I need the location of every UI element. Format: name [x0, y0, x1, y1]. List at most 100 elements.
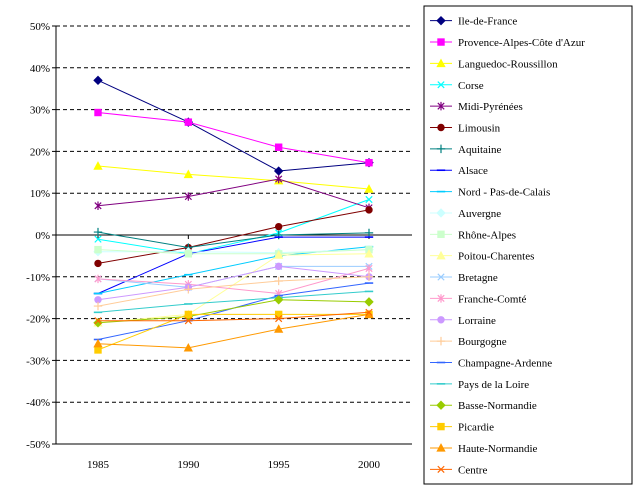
legend-entry: Rhône-Alpes	[430, 229, 516, 241]
series-group	[93, 272, 374, 311]
series-group	[93, 161, 374, 193]
data-point	[275, 314, 283, 323]
series-line	[97, 231, 370, 249]
legend-label: Pays de la Loire	[458, 379, 529, 391]
legend-entry: Languedoc-Roussillon	[430, 58, 558, 70]
data-point	[94, 346, 102, 354]
y-tick-label: -10%	[26, 272, 50, 284]
data-point	[184, 192, 192, 201]
data-point	[184, 118, 193, 126]
data-point	[273, 295, 284, 305]
data-point	[364, 297, 374, 307]
legend-label: Franche-Comté	[458, 293, 527, 305]
legend-entry: Franche-Comté	[430, 293, 527, 305]
legend-entry: Auvergne	[430, 208, 501, 220]
data-point	[365, 195, 373, 204]
data-point	[93, 75, 103, 86]
legend-entry: Alsace	[430, 165, 488, 177]
series-line	[97, 79, 370, 172]
data-point	[365, 308, 373, 316]
series-line	[97, 276, 370, 307]
x-tick-label: 1985	[87, 459, 110, 471]
legend-entry: Centre	[430, 464, 487, 476]
data-point	[184, 317, 192, 325]
legend-entry: Bretagne	[430, 272, 498, 284]
legend-marker	[437, 38, 445, 46]
legend-label: Ile-de-France	[458, 16, 517, 28]
data-point	[274, 310, 283, 319]
data-point	[93, 338, 103, 348]
y-tick-label: 30%	[30, 105, 50, 117]
series-line	[97, 112, 370, 164]
series-line	[97, 267, 370, 295]
legend-label: Midi-Pyrénées	[458, 101, 523, 113]
legend-entry: Pays de la Loire	[430, 379, 529, 391]
data-point	[365, 264, 373, 273]
series-line	[97, 313, 370, 349]
legend-label: Provence-Alpes-Côte d'Azur	[458, 37, 585, 49]
legend-entry: Poitou-Charentes	[430, 251, 534, 263]
y-tick-label: 0%	[35, 230, 50, 242]
data-point	[364, 184, 374, 193]
data-point	[94, 108, 102, 117]
legend-marker	[437, 294, 445, 303]
series-group	[94, 108, 373, 167]
series-line	[97, 178, 370, 209]
data-point	[184, 285, 193, 294]
legend-marker	[437, 81, 445, 89]
legend-label: Languedoc-Roussillon	[458, 58, 558, 70]
legend-label: Limousin	[458, 123, 501, 135]
y-tick-label: 20%	[30, 146, 50, 158]
series-line	[97, 209, 370, 264]
data-point	[365, 158, 373, 167]
series-line	[97, 290, 370, 313]
legend-entry: Nord - Pas-de-Calais	[430, 187, 550, 199]
legend-entry: Aquitaine	[430, 144, 501, 156]
data-point	[184, 310, 193, 319]
legend-marker	[436, 208, 446, 218]
y-tick-label: -30%	[26, 355, 50, 367]
legend-label: Lorraine	[458, 315, 496, 327]
legend-label: Alsace	[458, 165, 488, 177]
legend-entry: Corse	[430, 80, 484, 92]
legend-entry: Limousin	[430, 123, 501, 135]
legend-label: Centre	[458, 464, 487, 476]
series-line	[97, 199, 370, 255]
data-point	[183, 343, 193, 352]
legend-label: Nord - Pas-de-Calais	[458, 187, 550, 199]
legend: Ile-de-France Provence-Alpes-Côte d'Azur L…	[423, 5, 633, 485]
data-point	[94, 317, 102, 325]
x-tick-label: 1990	[177, 459, 200, 471]
series-line	[97, 265, 370, 301]
legend-label: Poitou-Charentes	[458, 251, 534, 263]
y-tick-label: 10%	[30, 188, 50, 200]
legend-marker	[436, 400, 446, 410]
legend-box	[423, 5, 633, 485]
y-tick-label: -50%	[26, 439, 50, 451]
legend-marker	[437, 123, 445, 132]
data-point	[364, 272, 374, 281]
legend-entry: Provence-Alpes-Côte d'Azur	[430, 37, 585, 49]
legend-marker	[436, 336, 446, 346]
data-point	[274, 143, 283, 151]
legend-label: Auvergne	[458, 208, 501, 220]
legend-marker	[436, 443, 446, 452]
legend-marker	[436, 58, 446, 68]
y-tick-label: 40%	[30, 63, 50, 75]
legend-entry: Ile-de-France	[430, 16, 517, 28]
data-point	[184, 250, 193, 258]
y-tick-label: 50%	[30, 21, 50, 33]
data-point	[94, 274, 102, 284]
data-point	[94, 245, 102, 254]
legend-marker	[437, 316, 445, 324]
data-point	[364, 248, 374, 258]
plot-area: 50% 40% 30% 20% 10% 0% -10% -20% -30% -40% -50% 198…	[26, 21, 412, 471]
data-point	[364, 228, 374, 238]
series-line	[97, 236, 369, 294]
legend-label: Basse-Normandie	[458, 400, 537, 412]
data-point	[274, 222, 283, 231]
legend-marker	[437, 465, 445, 473]
legend-label: Corse	[458, 80, 484, 92]
series-group	[94, 264, 373, 298]
